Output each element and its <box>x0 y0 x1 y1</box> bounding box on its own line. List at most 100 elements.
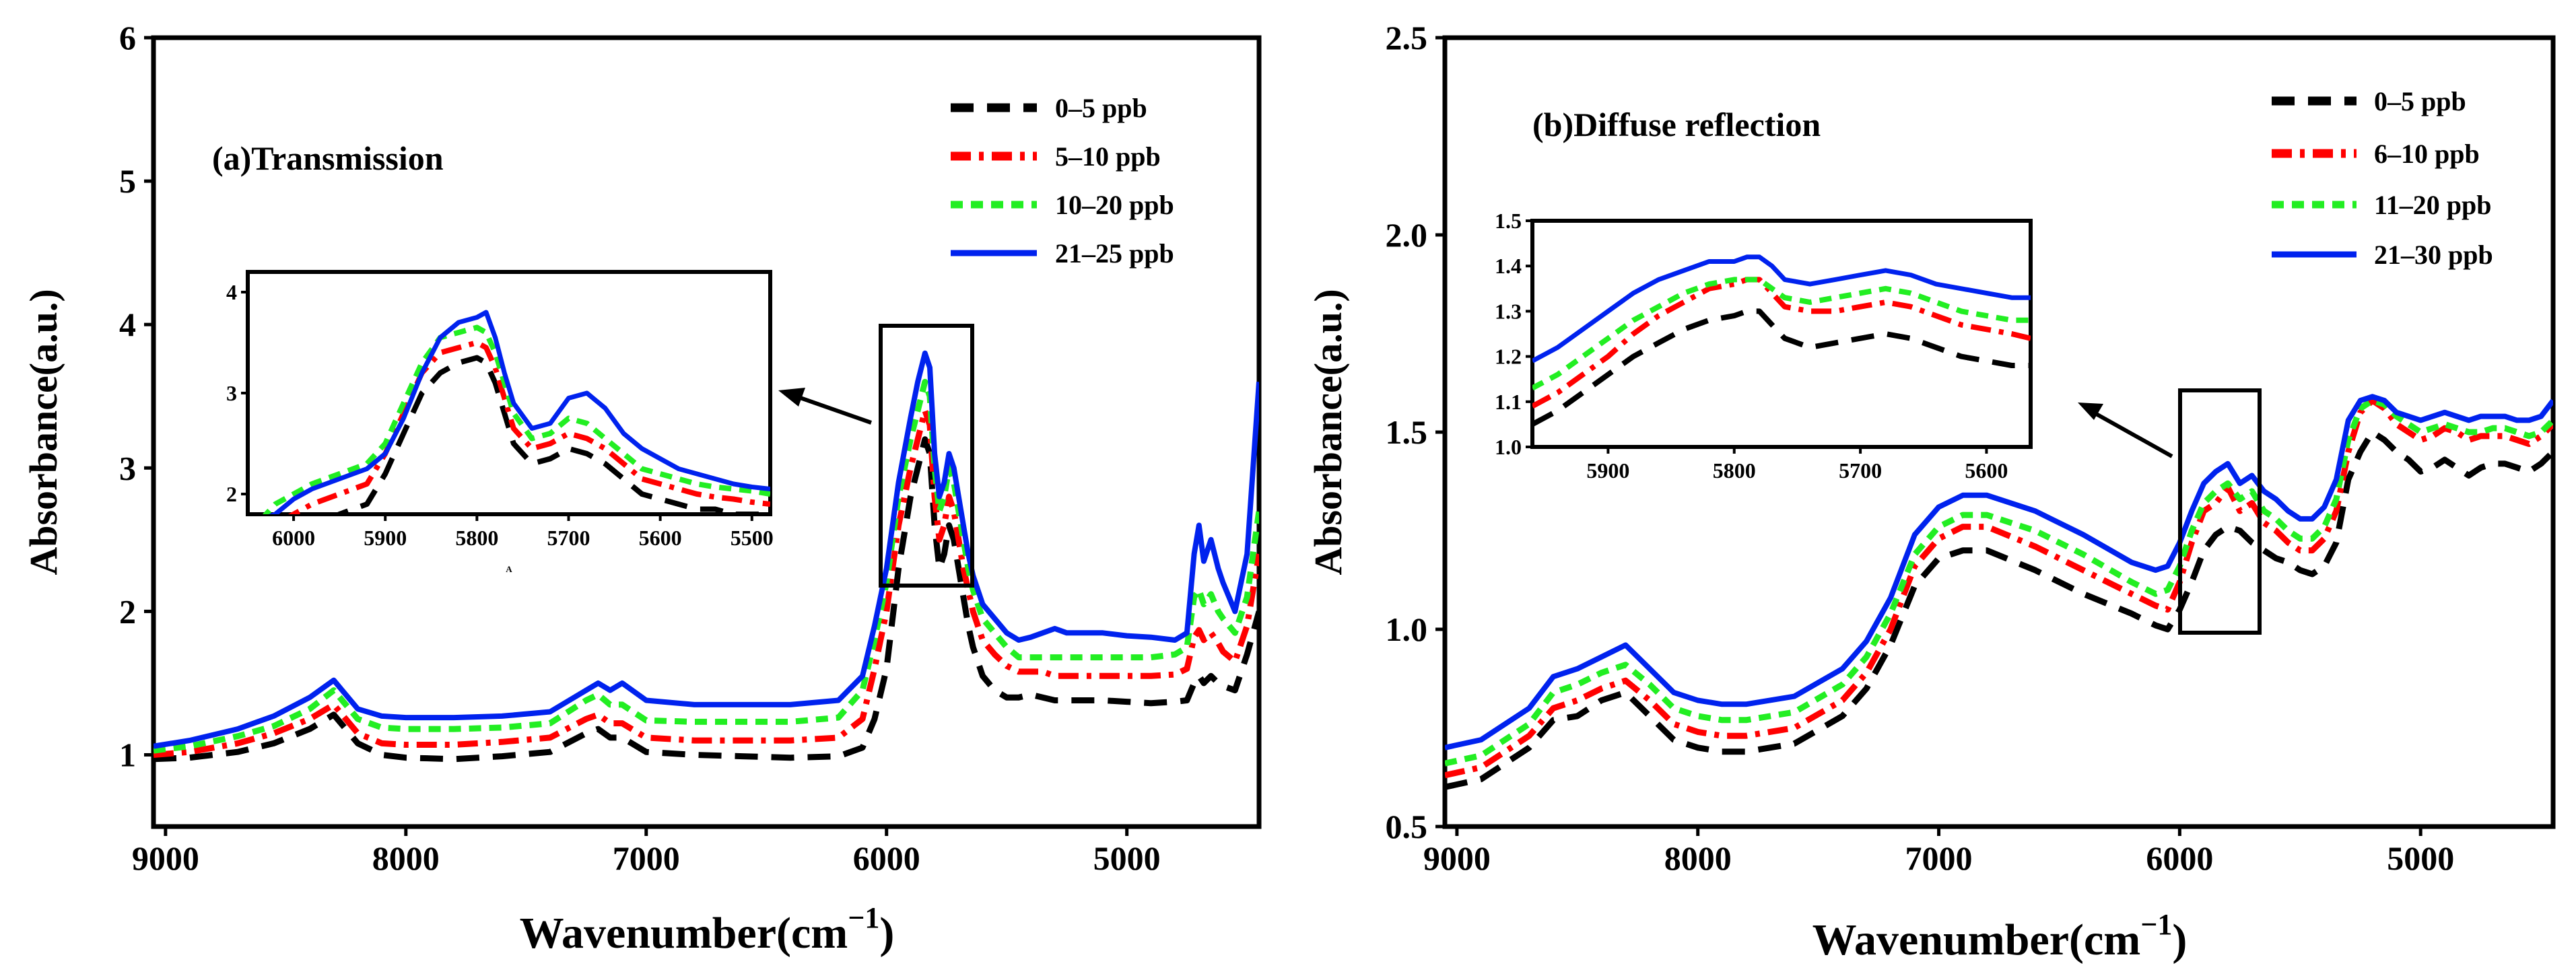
legend-a-label-3: 21–25 ppb <box>1055 238 1174 269</box>
panel-a-series-line-2 <box>154 378 1259 754</box>
panel-b-inset-x-tick-label: 5800 <box>1713 458 1756 483</box>
panel-b-inset: 1.0 1.1 1.2 1.3 1.4 1.5 5900 5800 5700 5600 <box>1495 209 2033 483</box>
panel-b-y-tick-label: 2.0 <box>1386 216 1428 254</box>
panel-a-x-tick-label: 7000 <box>613 839 680 877</box>
panel-a-y-tick-label: 4 <box>119 306 136 343</box>
legend-a-label-1: 5–10 ppb <box>1055 141 1161 172</box>
panel-a-y-tick-label: 5 <box>119 162 136 200</box>
panel-a-inset-series-line-1 <box>287 340 770 514</box>
panel-b-inset-x-tick-label: 5600 <box>1965 458 2008 483</box>
panel-b-x-tick-label: 7000 <box>1905 839 1973 877</box>
panel-b-x-tick-label: 6000 <box>2146 839 2213 877</box>
panel-a-inset-x-tick-label: 5700 <box>547 526 590 550</box>
panel-a-x-axis-label-close: ) <box>879 909 894 958</box>
panel-a-y-tick-label: 6 <box>119 19 136 57</box>
panel-a-x-axis-label: Wavenumber(cm−1) <box>520 901 895 958</box>
panel-a-inset-x-tick-label: 6000 <box>272 526 315 550</box>
panel-a-x-tick-label: 8000 <box>372 839 440 877</box>
panel-b-x-tick-label: 9000 <box>1423 839 1491 877</box>
panel-b-y-axis-label: Absorbance(a.u.) <box>1306 289 1350 575</box>
panel-a-zoom-box <box>879 324 974 588</box>
panel-a-y-tick-label: 2 <box>119 592 136 630</box>
panel-b-x-ticks: 9000 8000 7000 6000 5000 <box>1423 827 2454 877</box>
panel-a-x-tick-label: 6000 <box>853 839 920 877</box>
panel-a-series-line-1 <box>154 407 1259 758</box>
panel-a-inset-y-tick-label: 2 <box>226 482 237 506</box>
legend-b-label-2: 11–20 ppb <box>2374 190 2492 220</box>
panel-b-zoom-box <box>2178 388 2262 635</box>
panel-a-y-tick-label: 3 <box>119 449 136 487</box>
panel-b-zoom-arrow <box>2091 410 2173 458</box>
panel-b-x-tick-label: 8000 <box>1664 839 1732 877</box>
panel-b-y-tick-label: 1.5 <box>1386 413 1428 451</box>
panel-b-inset-series-line-3 <box>1532 254 2031 363</box>
panel-b-x-axis-label-close: ) <box>2172 915 2187 965</box>
panel-b-inset-x-tick-label: 5700 <box>1839 458 1882 483</box>
panel-a: 1 2 3 4 5 6 9000 8000 7000 6000 5000 (a)Transmiss… <box>22 19 1262 958</box>
panel-b-y-ticks: 0.5 1.0 1.5 2.0 2.5 <box>1386 19 1445 845</box>
panel-a-inset-x-tick-label: 5900 <box>364 526 407 550</box>
panel-b-inset-series-line-2 <box>1532 277 2031 391</box>
panel-b-inset-y-tick-label: 1.5 <box>1495 209 1522 233</box>
panel-b-inset-y-tick-label: 1.4 <box>1495 254 1522 278</box>
panel-b-series-line-3 <box>1445 394 2553 750</box>
panel-b-inset-series-line-0 <box>1532 308 2031 427</box>
panel-b-series-line-0 <box>1445 429 2553 790</box>
panel-b: 0.5 1.0 1.5 2.0 2.5 9000 8000 7000 6000 5000 (b)… <box>1306 19 2556 965</box>
panel-b-inset-x-ticks: 5900 5800 5700 5600 <box>1586 447 2008 483</box>
panel-a-inset-x-tick-label: 5500 <box>731 526 774 550</box>
panel-b-y-tick-label: 2.5 <box>1386 19 1428 57</box>
panel-a-series-line-0 <box>154 436 1259 763</box>
panel-b-legend: 0–5 ppb 6–10 ppb 11–20 ppb 21–30 ppb <box>2272 86 2493 270</box>
panel-b-x-tick-label: 5000 <box>2387 839 2454 877</box>
panel-a-series <box>154 350 1259 763</box>
panel-a-y-axis-label: Absorbance(a.u.) <box>22 289 65 575</box>
panel-b-series <box>1445 394 2553 790</box>
panel-b-y-tick-label: 1.0 <box>1386 610 1428 648</box>
panel-a-inset-stray-label: A <box>506 564 512 574</box>
panel-a-x-axis-label-main: Wavenumber(cm <box>520 909 848 958</box>
panel-a-inset-series-line-3 <box>268 310 770 514</box>
panel-a-inset: 2 3 4 6000 5900 5800 5700 5600 5500 A <box>226 270 774 574</box>
panel-a-inset-x-tick-label: 5600 <box>639 526 682 550</box>
panel-b-inset-y-tick-label: 1.2 <box>1495 345 1522 369</box>
panel-b-inset-series <box>1532 254 2031 427</box>
panel-b-zoom-arrowhead <box>2078 403 2103 420</box>
panel-b-inset-y-tick-label: 1.3 <box>1495 299 1522 323</box>
panel-a-inset-series <box>262 310 770 514</box>
panel-b-x-axis-label-sup: −1 <box>2140 908 2172 941</box>
panel-a-series-line-3 <box>154 350 1259 749</box>
panel-a-inset-x-ticks: 6000 5900 5800 5700 5600 5500 <box>272 514 774 550</box>
panel-a-zoom-arrowhead <box>778 388 805 407</box>
panel-a-x-ticks: 9000 8000 7000 6000 5000 <box>132 827 1161 877</box>
panel-b-series-line-2 <box>1445 397 2553 767</box>
panel-b-inset-y-tick-label: 1.0 <box>1495 435 1522 459</box>
panel-b-inset-background <box>1530 219 2033 449</box>
legend-b-label-1: 6–10 ppb <box>2374 139 2480 169</box>
legend-b-label-3: 21–30 ppb <box>2374 240 2493 270</box>
panel-a-x-axis-label-sup: −1 <box>848 901 879 934</box>
panel-a-legend: 0–5 ppb 5–10 ppb 10–20 ppb 21–25 ppb <box>951 93 1174 269</box>
panel-b-y-tick-label: 0.5 <box>1386 808 1428 845</box>
panel-a-x-tick-label: 5000 <box>1093 839 1161 877</box>
panel-a-y-tick-label: 1 <box>119 736 136 773</box>
panel-a-inset-y-ticks: 2 3 4 <box>226 280 248 506</box>
panel-b-label: (b)Diffuse reflection <box>1532 106 1821 143</box>
panel-a-y-ticks: 1 2 3 4 5 6 <box>119 19 154 773</box>
panel-a-x-tick-label: 9000 <box>132 839 199 877</box>
panel-b-inset-y-tick-label: 1.1 <box>1495 390 1522 414</box>
panel-a-label: (a)Transmission <box>212 139 444 177</box>
panel-a-inset-y-tick-label: 3 <box>226 381 237 405</box>
panel-a-zoom-arrow <box>794 394 872 425</box>
panel-b-x-axis-label: Wavenumber(cm−1) <box>1812 908 2188 965</box>
panel-b-x-axis-label-main: Wavenumber(cm <box>1812 915 2141 965</box>
panel-a-inset-x-tick-label: 5800 <box>455 526 498 550</box>
panel-a-plot-frame <box>151 35 1262 829</box>
panel-b-inset-x-tick-label: 5900 <box>1586 458 1629 483</box>
legend-a-label-0: 0–5 ppb <box>1055 93 1147 123</box>
panel-a-inset-y-tick-label: 4 <box>226 280 237 304</box>
panel-a-inset-series-line-2 <box>262 324 770 514</box>
panel-a-inset-series-line-0 <box>335 355 770 514</box>
panel-b-inset-series-line-1 <box>1532 277 2031 409</box>
